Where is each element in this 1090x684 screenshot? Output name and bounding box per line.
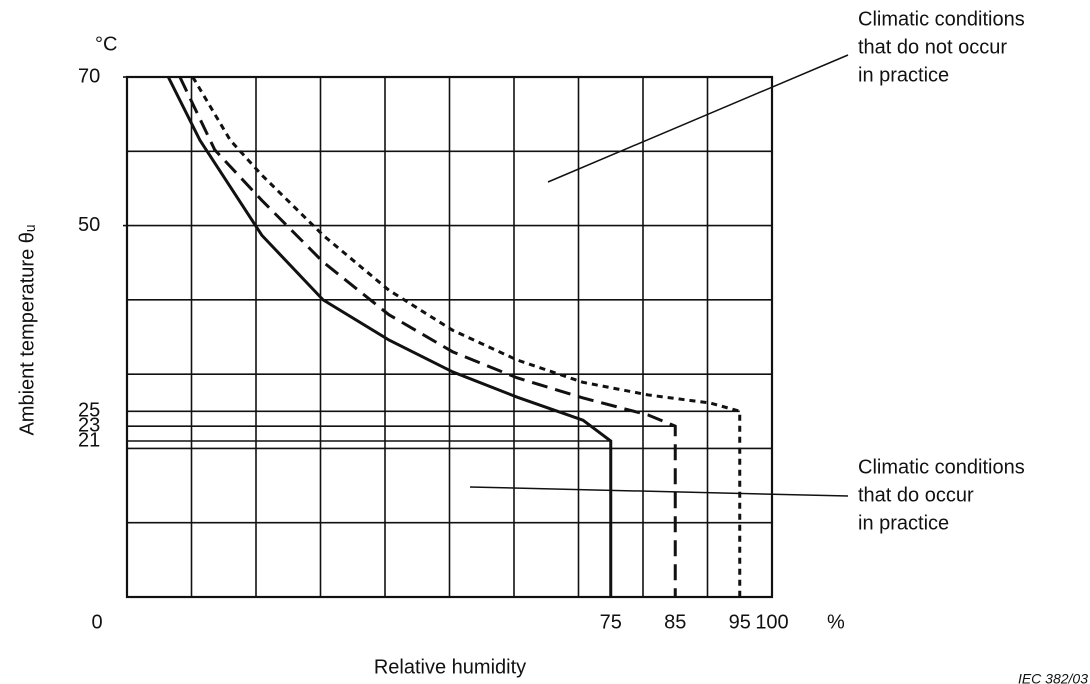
credit: IEC 382/03 bbox=[1018, 671, 1088, 684]
annotation: that do not occur bbox=[858, 36, 1007, 58]
x-axis-title: Relative humidity bbox=[374, 656, 526, 678]
x-tick-label: 85 bbox=[664, 611, 686, 633]
y-tick-label: 25 bbox=[78, 400, 100, 422]
leader-line bbox=[547, 54, 849, 183]
annotation: in practice bbox=[858, 512, 949, 534]
curve bbox=[178, 76, 677, 597]
x-unit: % bbox=[827, 611, 845, 633]
x-tick-label: 95 bbox=[729, 611, 751, 633]
y-tick-label: 50 bbox=[78, 214, 100, 236]
y-unit: °C bbox=[95, 33, 117, 55]
plot-frame bbox=[125, 75, 774, 599]
annotation: Climatic conditions bbox=[858, 456, 1025, 478]
y-tick-label: 23 bbox=[78, 414, 100, 436]
y-axis-title: Ambient temperature θᵤ bbox=[16, 224, 38, 435]
y-tick-label: 21 bbox=[78, 429, 100, 451]
annotation: that do occur bbox=[858, 484, 974, 506]
x-tick-label: 0 bbox=[91, 611, 102, 633]
annotation: in practice bbox=[858, 64, 949, 86]
x-tick-label: 75 bbox=[600, 611, 622, 633]
annotation: Climatic conditions bbox=[858, 8, 1025, 30]
curve bbox=[191, 76, 742, 597]
curve bbox=[166, 76, 613, 597]
y-tick-label: 70 bbox=[78, 65, 100, 87]
leader-line bbox=[469, 486, 849, 497]
x-tick-label: 100 bbox=[755, 611, 788, 633]
